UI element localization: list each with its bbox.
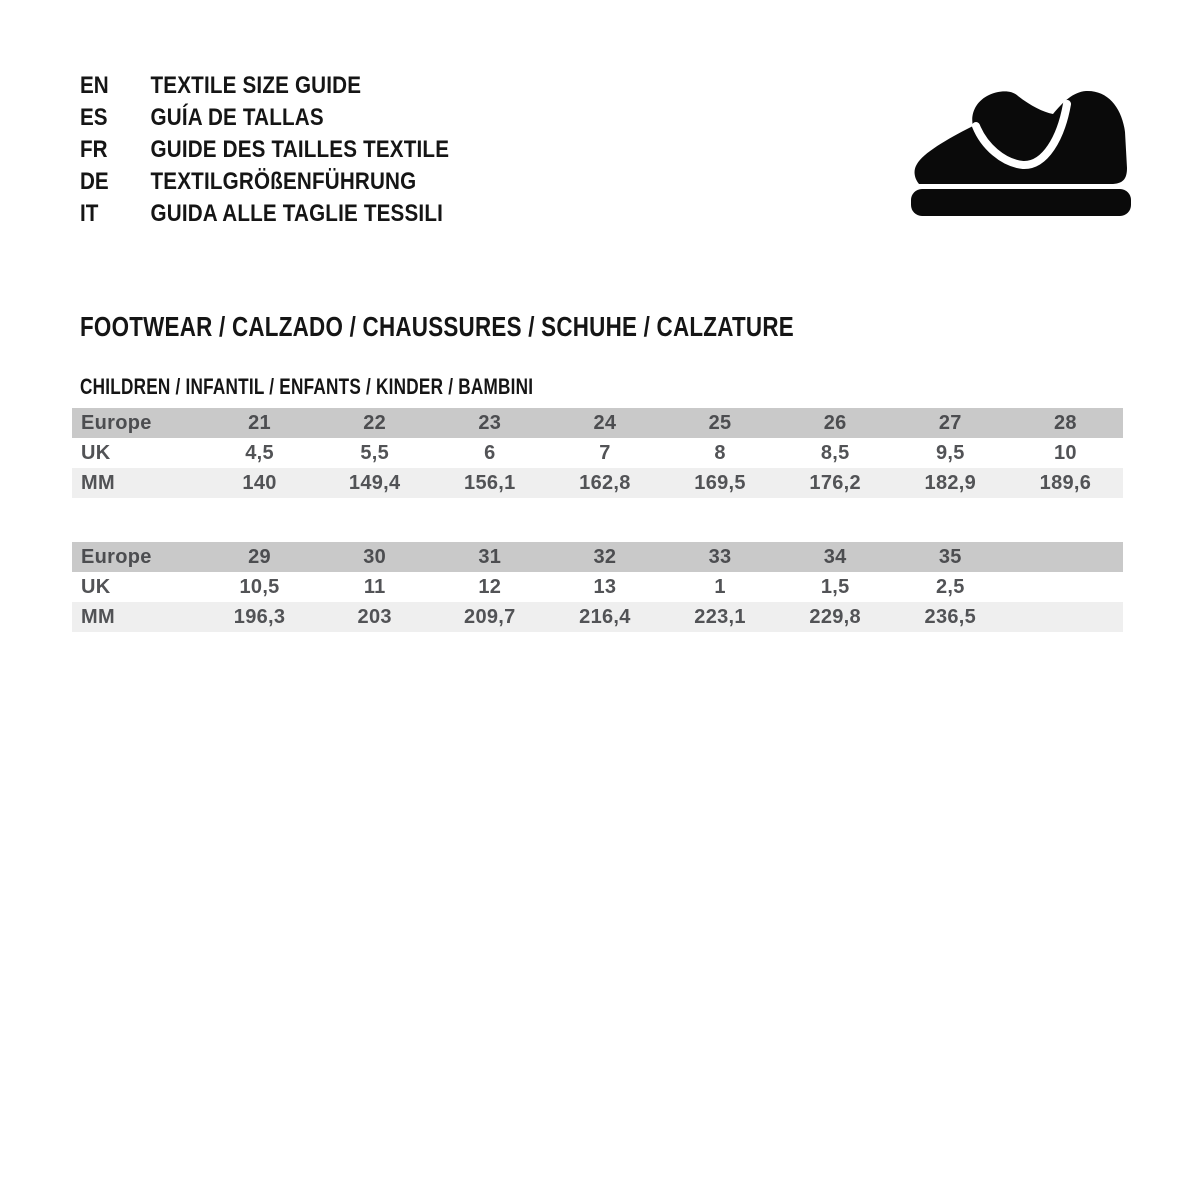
- size-value: 1,5: [820, 575, 850, 598]
- size-value: 24: [593, 411, 617, 434]
- size-value: 169,5: [694, 471, 746, 494]
- shoe-icon: [903, 86, 1137, 220]
- language-code: IT: [80, 200, 99, 227]
- row-label: UK: [81, 575, 111, 598]
- row-label: Europe: [81, 411, 152, 434]
- language-row: ES GUÍA DE TALLAS: [80, 102, 449, 134]
- size-value: 9,5: [935, 441, 965, 464]
- size-value: 10,5: [239, 575, 280, 598]
- language-list: EN TEXTILE SIZE GUIDE ES GUÍA DE TALLAS FR GU…: [80, 70, 449, 230]
- size-value: 34: [823, 545, 847, 568]
- section-title: FOOTWEAR / CALZADO / CHAUSSURES / SCHUHE…: [80, 311, 794, 342]
- size-value: 6: [484, 441, 496, 464]
- size-value: 216,4: [579, 605, 631, 628]
- size-row-mm: MM 196,3 203 209,7 216,4 223,1 229,8 236,5: [72, 602, 1123, 632]
- size-value: 23: [478, 411, 502, 434]
- language-code: DE: [80, 168, 109, 195]
- row-label: Europe: [81, 545, 152, 568]
- size-value: 176,2: [809, 471, 861, 494]
- language-label: GUÍA DE TALLAS: [150, 104, 324, 131]
- size-value: 229,8: [809, 605, 861, 628]
- size-value: 182,9: [924, 471, 977, 494]
- size-value: 209,7: [464, 605, 516, 628]
- size-value: 21: [248, 411, 271, 434]
- language-row: DE TEXTILGRÖßENFÜHRUNG: [80, 166, 449, 198]
- row-label: MM: [81, 605, 115, 628]
- size-value: 10: [1054, 441, 1077, 464]
- size-value: 29: [248, 545, 271, 568]
- size-value: 31: [478, 545, 502, 568]
- size-row-mm: MM 140 149,4 156,1 162,8 169,5 176,2 182,9 189,6: [72, 468, 1123, 498]
- size-value: 26: [823, 411, 847, 434]
- language-row: IT GUIDA ALLE TAGLIE TESSILI: [80, 198, 449, 230]
- size-value: 4,5: [245, 441, 274, 464]
- size-value: 189,6: [1039, 471, 1092, 494]
- size-value: [1008, 572, 1123, 602]
- size-value: 28: [1054, 411, 1077, 434]
- size-value: 30: [363, 545, 387, 568]
- size-value: 236,5: [924, 605, 977, 628]
- language-label: GUIDE DES TAILLES TEXTILE: [150, 136, 450, 163]
- language-row: EN TEXTILE SIZE GUIDE: [80, 70, 449, 102]
- language-code: FR: [80, 136, 108, 163]
- size-value: 32: [593, 545, 617, 568]
- size-row-uk: UK 10,5 11 12 13 1 1,5 2,5: [72, 572, 1123, 602]
- size-value: [1008, 602, 1123, 632]
- size-value: 196,3: [233, 605, 286, 628]
- size-value: 25: [708, 411, 732, 434]
- size-row-europe: Europe 29 30 31 32 33 34 35: [72, 542, 1123, 572]
- size-value: 27: [938, 411, 962, 434]
- size-value: 156,1: [464, 471, 516, 494]
- size-value: 8,5: [820, 441, 850, 464]
- size-value: 149,4: [348, 471, 401, 494]
- size-value: 7: [599, 441, 611, 464]
- language-label: TEXTILE SIZE GUIDE: [150, 72, 362, 99]
- size-table: Europe 21 22 23 24 25 26 27 28 UK 4,5 5,5 6 7 8 8,5 9,5 1…: [72, 408, 1123, 498]
- language-code: ES: [80, 104, 108, 131]
- size-row-uk: UK 4,5 5,5 6 7 8 8,5 9,5 10: [72, 438, 1123, 468]
- size-value: 13: [593, 575, 617, 598]
- size-table: Europe 29 30 31 32 33 34 35 UK 10,5 11 12 13 1 1,5 2,5 M…: [72, 542, 1123, 632]
- size-value: 1: [714, 575, 726, 598]
- size-value: 12: [478, 575, 502, 598]
- size-value: 33: [708, 545, 732, 568]
- size-value: 11: [363, 575, 386, 598]
- size-value: [1008, 542, 1123, 572]
- size-value: 203: [357, 605, 392, 628]
- size-value: 5,5: [360, 441, 390, 464]
- size-value: 223,1: [694, 605, 746, 628]
- language-code: EN: [80, 72, 109, 99]
- language-row: FR GUIDE DES TAILLES TEXTILE: [80, 134, 449, 166]
- size-row-europe: Europe 21 22 23 24 25 26 27 28: [72, 408, 1123, 438]
- size-value: 162,8: [579, 471, 631, 494]
- language-label: GUIDA ALLE TAGLIE TESSILI: [150, 200, 444, 227]
- row-label: MM: [81, 471, 115, 494]
- size-value: 8: [714, 441, 726, 464]
- size-value: 35: [938, 545, 962, 568]
- size-value: 2,5: [935, 575, 965, 598]
- size-value: 140: [242, 471, 277, 494]
- subsection-title: CHILDREN / INFANTIL / ENFANTS / KINDER /…: [80, 374, 534, 399]
- size-value: 22: [363, 411, 387, 434]
- language-label: TEXTILGRÖßENFÜHRUNG: [150, 168, 417, 195]
- row-label: UK: [81, 441, 111, 464]
